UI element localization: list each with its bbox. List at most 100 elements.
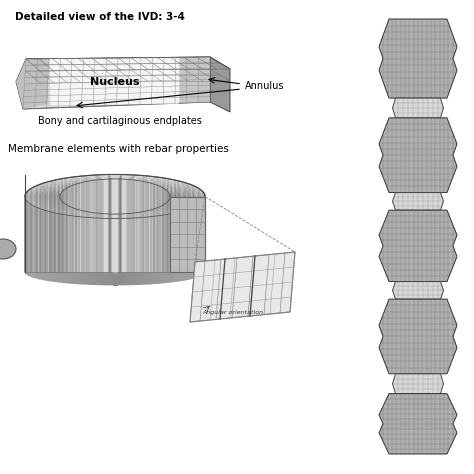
Polygon shape <box>180 57 210 103</box>
Polygon shape <box>128 175 139 180</box>
Polygon shape <box>103 214 109 219</box>
Polygon shape <box>64 178 85 182</box>
Polygon shape <box>195 186 197 272</box>
Polygon shape <box>167 214 171 283</box>
Polygon shape <box>151 180 176 183</box>
Polygon shape <box>37 185 68 188</box>
Polygon shape <box>49 211 52 281</box>
Polygon shape <box>106 214 111 219</box>
Polygon shape <box>57 179 81 183</box>
Polygon shape <box>59 179 82 182</box>
Polygon shape <box>170 197 205 272</box>
Text: Bony and cartilaginous endplates: Bony and cartilaginous endplates <box>38 116 202 126</box>
Polygon shape <box>31 204 33 277</box>
Polygon shape <box>170 197 205 198</box>
Polygon shape <box>137 180 139 272</box>
Polygon shape <box>103 174 109 179</box>
Polygon shape <box>148 210 172 214</box>
Polygon shape <box>162 205 194 208</box>
Polygon shape <box>27 191 28 272</box>
Polygon shape <box>138 212 155 217</box>
Polygon shape <box>71 177 90 181</box>
Polygon shape <box>116 214 120 219</box>
Polygon shape <box>122 174 127 272</box>
Polygon shape <box>118 174 123 179</box>
Polygon shape <box>159 215 163 283</box>
Polygon shape <box>95 175 104 179</box>
Polygon shape <box>150 216 155 283</box>
Polygon shape <box>171 213 174 282</box>
Polygon shape <box>80 176 84 272</box>
Text: Annulus: Annulus <box>245 81 284 91</box>
Polygon shape <box>195 206 197 278</box>
Polygon shape <box>40 183 43 272</box>
Polygon shape <box>165 189 166 272</box>
Polygon shape <box>100 175 108 179</box>
Polygon shape <box>64 211 85 215</box>
Polygon shape <box>138 176 155 181</box>
Polygon shape <box>111 174 115 179</box>
Polygon shape <box>379 19 457 98</box>
Polygon shape <box>43 210 46 280</box>
Polygon shape <box>143 177 163 182</box>
Polygon shape <box>65 188 66 272</box>
Polygon shape <box>98 175 103 272</box>
Polygon shape <box>140 212 158 216</box>
Polygon shape <box>132 175 137 272</box>
Polygon shape <box>26 57 230 71</box>
Polygon shape <box>150 210 174 213</box>
Polygon shape <box>392 282 444 299</box>
Polygon shape <box>42 183 71 186</box>
Polygon shape <box>27 200 61 201</box>
Polygon shape <box>73 212 91 216</box>
Polygon shape <box>167 191 168 272</box>
Polygon shape <box>170 198 205 199</box>
Polygon shape <box>146 182 149 272</box>
Polygon shape <box>72 177 76 272</box>
Polygon shape <box>26 199 61 201</box>
Polygon shape <box>98 218 103 284</box>
Polygon shape <box>25 197 60 198</box>
Polygon shape <box>190 252 295 322</box>
Polygon shape <box>169 200 203 201</box>
Polygon shape <box>27 191 62 193</box>
Polygon shape <box>30 202 64 204</box>
Polygon shape <box>76 176 80 272</box>
Polygon shape <box>174 180 178 272</box>
Polygon shape <box>113 174 118 272</box>
Polygon shape <box>76 176 92 181</box>
Polygon shape <box>199 189 201 272</box>
Polygon shape <box>131 180 134 272</box>
Polygon shape <box>157 207 186 210</box>
Polygon shape <box>43 182 46 272</box>
Polygon shape <box>71 185 73 272</box>
Polygon shape <box>76 216 80 283</box>
Polygon shape <box>121 174 128 179</box>
Polygon shape <box>73 184 74 272</box>
Polygon shape <box>63 190 64 272</box>
Polygon shape <box>91 180 93 272</box>
Polygon shape <box>167 189 201 191</box>
Polygon shape <box>43 207 72 210</box>
Polygon shape <box>31 188 64 190</box>
Polygon shape <box>40 209 43 279</box>
Polygon shape <box>151 210 176 213</box>
Polygon shape <box>33 204 66 206</box>
Polygon shape <box>71 212 90 216</box>
Polygon shape <box>36 205 67 208</box>
Polygon shape <box>103 219 108 285</box>
Polygon shape <box>31 203 64 205</box>
Polygon shape <box>187 183 190 272</box>
Polygon shape <box>25 195 60 196</box>
Polygon shape <box>163 204 195 207</box>
Polygon shape <box>147 210 170 214</box>
Polygon shape <box>146 178 167 182</box>
Polygon shape <box>147 179 170 182</box>
Polygon shape <box>197 204 199 277</box>
Polygon shape <box>169 193 204 194</box>
Polygon shape <box>168 191 203 192</box>
Polygon shape <box>135 213 150 217</box>
Polygon shape <box>155 177 159 272</box>
Polygon shape <box>123 214 131 218</box>
Polygon shape <box>32 203 65 206</box>
